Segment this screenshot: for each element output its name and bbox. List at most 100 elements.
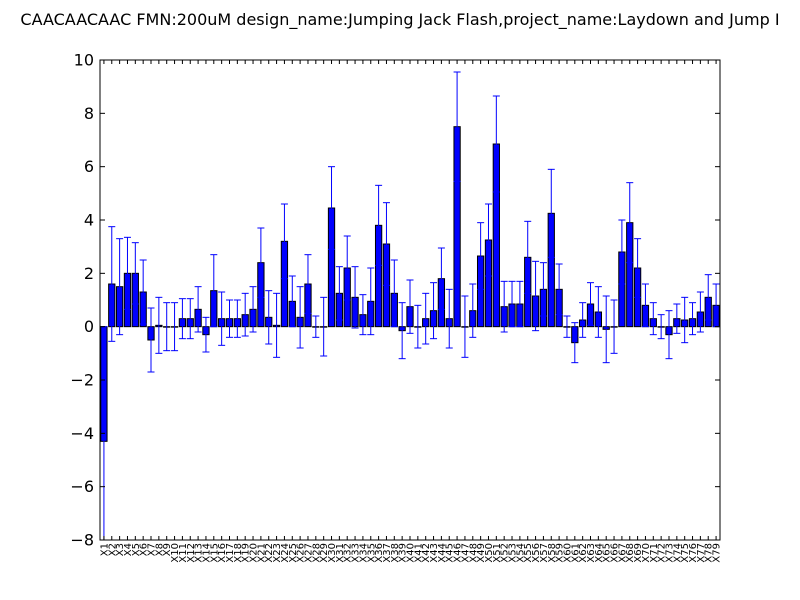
x-tick-label-X36: X36: [374, 543, 385, 563]
error-bar-X4: [123, 236, 131, 310]
error-bar-X52: [500, 280, 508, 333]
x-tick-label-X13: X13: [194, 543, 205, 563]
error-bar-X37: [382, 202, 390, 286]
x-tick-label-X2: X2: [107, 543, 118, 556]
error-bar-X8: [155, 296, 163, 354]
error-bar-X51: [492, 95, 500, 193]
x-tick-label-X59: X59: [555, 543, 566, 563]
error-bar-X54: [516, 280, 524, 328]
error-bar-X40: [406, 279, 414, 334]
x-tick-label-X25: X25: [288, 543, 299, 563]
error-bar-X18: [233, 299, 241, 338]
x-tick-label-X38: X38: [390, 543, 401, 563]
x-tick-label-X22: X22: [264, 543, 275, 563]
x-tick-label-X76: X76: [688, 543, 699, 563]
x-tick-label-X77: X77: [696, 543, 707, 563]
x-tick-label-X57: X57: [539, 543, 550, 563]
x-tick-label-X67: X67: [617, 543, 628, 563]
error-bar-X46: [453, 71, 461, 182]
error-bar-X36: [375, 184, 383, 266]
x-tick-label-X78: X78: [704, 543, 715, 563]
y-tick-label: −4: [70, 424, 94, 443]
x-tick-label-X53: X53: [508, 543, 519, 563]
x-tick-label-X8: X8: [154, 543, 165, 556]
x-tick-label-X75: X75: [680, 543, 691, 563]
error-bar-X59: [555, 263, 563, 316]
error-bar-X20: [249, 286, 257, 333]
error-bars-layer: [100, 71, 720, 540]
x-tick-label-X3: X3: [115, 543, 126, 556]
error-bar-X19: [241, 292, 249, 337]
error-bar-X7: [147, 307, 155, 373]
error-bar-X13: [194, 286, 202, 333]
y-axis: −8 −6 −4 −2 0 2 4 6 8 10: [70, 51, 720, 550]
error-bar-X5: [131, 242, 139, 305]
error-bar-X77: [696, 291, 704, 333]
x-tick-label-X7: X7: [147, 543, 158, 556]
error-bar-X48: [469, 283, 477, 338]
error-bar-X61: [571, 322, 579, 364]
x-tick-label-X41: X41: [413, 543, 424, 563]
error-bar-X11: [178, 298, 186, 340]
x-tick-label-X42: X42: [421, 543, 432, 563]
error-bar-X49: [477, 222, 485, 290]
x-tick-label-X66: X66: [610, 543, 621, 563]
error-bar-X65: [602, 295, 610, 364]
error-bar-X55: [524, 220, 532, 294]
x-tick-label-X52: X52: [500, 543, 511, 563]
x-tick-label-X6: X6: [139, 543, 150, 556]
x-tick-label-X46: X46: [453, 543, 464, 563]
x-tick-label-X43: X43: [429, 543, 440, 563]
x-tick-label-X54: X54: [515, 543, 526, 563]
error-bar-X26: [296, 286, 304, 349]
error-bar-X39: [398, 302, 406, 360]
error-bar-X34: [359, 294, 367, 336]
error-bar-X64: [594, 286, 602, 338]
error-bar-X76: [689, 302, 697, 336]
error-bar-X47: [461, 295, 469, 358]
x-tick-label-X20: X20: [249, 543, 260, 563]
x-tick-label-X65: X65: [602, 543, 613, 563]
error-bar-X15: [210, 254, 218, 328]
error-bar-X44: [437, 247, 445, 310]
error-bar-X60: [563, 315, 571, 338]
x-tick-label-X45: X45: [445, 543, 456, 563]
error-bar-X24: [280, 203, 288, 280]
x-tick-label-X26: X26: [296, 543, 307, 563]
x-tick-label-X74: X74: [672, 543, 683, 563]
error-bar-X50: [484, 203, 492, 277]
x-tick-label-X49: X49: [476, 543, 487, 563]
x-tick-label-X31: X31: [335, 543, 346, 563]
error-bar-X25: [288, 275, 296, 328]
x-tick-label-X39: X39: [398, 543, 409, 563]
error-bar-X27: [304, 254, 312, 314]
x-tick-label-X70: X70: [641, 543, 652, 563]
x-tick-label-X27: X27: [303, 543, 314, 563]
x-tick-label-X23: X23: [272, 543, 283, 563]
error-bar-X9: [163, 302, 171, 352]
y-tick-label: −8: [70, 531, 94, 550]
x-tick-label-X33: X33: [351, 543, 362, 563]
x-tick-label-X63: X63: [586, 543, 597, 563]
y-tick-label: 8: [84, 104, 94, 123]
x-tick-label-X34: X34: [358, 543, 369, 563]
error-bar-X58: [547, 168, 555, 258]
error-bar-X6: [139, 259, 147, 325]
error-bar-X22: [265, 290, 273, 345]
error-bar-X45: [445, 288, 453, 349]
error-bar-X56: [532, 260, 540, 332]
y-tick-label: 6: [84, 157, 94, 176]
x-tick-label-X10: X10: [170, 543, 181, 563]
x-tick-label-X30: X30: [327, 543, 338, 563]
x-tick-label-X35: X35: [366, 543, 377, 563]
x-tick-label-X56: X56: [531, 543, 542, 563]
y-tick-label: 10: [74, 51, 94, 70]
error-bar-X31: [335, 266, 343, 321]
y-tick-label: 4: [84, 211, 94, 230]
error-bar-X28: [312, 315, 320, 338]
error-bar-X21: [257, 227, 265, 298]
error-bar-X69: [634, 238, 642, 298]
error-bar-X73: [665, 310, 673, 360]
error-bar-X71: [649, 302, 657, 336]
